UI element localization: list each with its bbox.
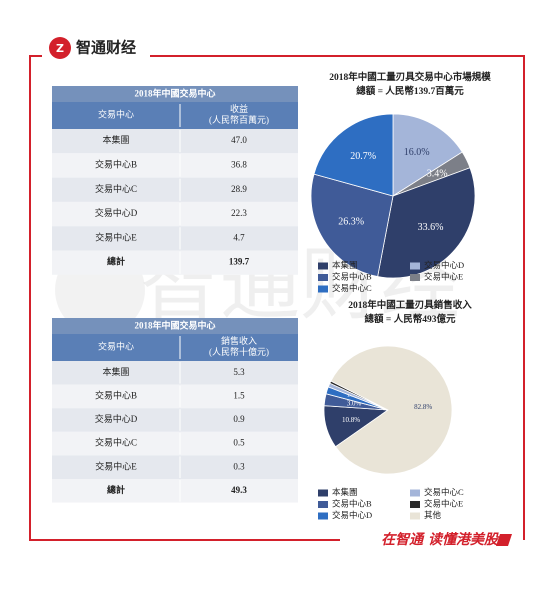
legend-swatch [318, 489, 328, 497]
table-cell: 0.9 [233, 414, 245, 424]
chart-title: 2018年中國工量刃具交易中心市場規模 [329, 71, 491, 83]
legend-swatch [410, 262, 420, 270]
legend-label: 本集團 [332, 260, 358, 270]
legend-swatch [318, 274, 328, 281]
slice-label: 33.6% [418, 222, 444, 233]
frame [29, 55, 525, 541]
table-row-bg [52, 408, 298, 432]
table-cell: 1.5 [233, 390, 245, 400]
table-cell: 交易中心E [95, 460, 137, 471]
slogan: 在智通 读懂港美股 [381, 531, 500, 548]
pie-slice [392, 113, 463, 197]
table-header: 收益 [230, 103, 248, 114]
legend-swatch [318, 512, 328, 520]
table-row-bg [52, 153, 298, 178]
logo [49, 37, 71, 59]
legend-label: 交易中心D [332, 510, 372, 520]
table-header-bg [52, 102, 298, 129]
brand: 智通财经 [76, 39, 136, 57]
table-header: 銷售收入 [221, 335, 257, 346]
pie-slice [310, 173, 394, 278]
slogan-accent [496, 534, 512, 546]
legend-label: 交易中心C [424, 487, 464, 497]
table-title-bg [52, 318, 298, 334]
logo-mark: Z [56, 42, 64, 55]
table-title: 2018年中國交易中心 [134, 88, 215, 99]
legend-label: 交易中心B [332, 498, 372, 508]
table-cell: 交易中心B [95, 389, 137, 400]
legend-swatch [318, 262, 328, 270]
slice-label: 16.0% [404, 147, 430, 158]
table-row-bg [52, 129, 298, 154]
legend-label: 其他 [424, 510, 442, 520]
legend-swatch [410, 501, 420, 508]
table-row-bg [52, 226, 298, 251]
table-cell: 4.7 [233, 232, 245, 242]
pie-slice [377, 167, 476, 279]
table-cell: 28.9 [231, 184, 247, 194]
table-header: 交易中心 [98, 109, 134, 120]
legend-label: 本集團 [332, 487, 358, 497]
slice-label: 3.0% [347, 399, 362, 407]
table-header-bg [52, 334, 298, 361]
legend-swatch [318, 285, 328, 293]
table-cell: 交易中心C [95, 437, 137, 448]
table-cell: 交易中心E [95, 231, 137, 242]
table-cell: 0.3 [233, 461, 245, 471]
legend-label: 交易中心E [424, 271, 463, 281]
chart-subtitle: 總額 = 人民幣139.7百萬元 [356, 85, 464, 97]
table-title-bg [52, 86, 298, 102]
table-cell: 總計 [107, 256, 125, 267]
table-cell: 本集團 [102, 366, 129, 377]
table-row-bg [52, 479, 298, 503]
table-title: 2018年中國交易中心 [134, 320, 215, 331]
table-cell: 22.3 [231, 208, 247, 218]
slice-label: 82.8% [414, 403, 432, 411]
legend-swatch [410, 512, 420, 520]
slice-label: 20.7% [350, 151, 376, 162]
table-header: (人民幣百萬元) [209, 114, 269, 125]
pie-slice [313, 113, 394, 197]
legend-swatch [318, 501, 328, 508]
legend-label: 交易中心C [332, 283, 372, 293]
pie-slice [330, 345, 453, 475]
slice-label: 26.3% [338, 216, 364, 227]
table-cell: 交易中心C [95, 183, 137, 194]
legend-label: 交易中心D [424, 260, 464, 270]
legend-swatch [410, 274, 420, 281]
table-cell: 交易中心D [95, 207, 138, 218]
table-cell: 交易中心B [95, 159, 137, 170]
chart-subtitle: 總額 = 人民幣493億元 [365, 313, 456, 325]
table-cell: 5.3 [233, 367, 245, 377]
legend-swatch [410, 489, 420, 497]
table-cell: 本集團 [102, 134, 129, 145]
table-cell: 總計 [107, 484, 125, 495]
table-row-bg [52, 177, 298, 202]
table-cell: 0.5 [233, 438, 245, 448]
table-cell: 49.3 [231, 485, 247, 495]
table-cell: 139.7 [229, 257, 250, 267]
table-row-bg [52, 384, 298, 409]
slice-label: 10.8% [342, 416, 360, 424]
chart-title: 2018年中國工量刃具銷售收入 [348, 299, 472, 311]
table-header: (人民幣十億元) [209, 346, 269, 357]
legend-label: 交易中心B [332, 271, 372, 281]
table-cell: 交易中心D [95, 413, 138, 424]
table-row-bg [52, 455, 298, 479]
table-row-bg [52, 431, 298, 456]
table-cell: 36.8 [231, 160, 247, 170]
legend-label: 交易中心E [424, 498, 463, 508]
table-row-bg [52, 361, 298, 385]
slice-label: 3.4% [427, 169, 448, 180]
table-row-bg [52, 250, 298, 275]
table-header: 交易中心 [98, 341, 134, 352]
table-row-bg [52, 201, 298, 227]
table-cell: 47.0 [231, 135, 247, 145]
